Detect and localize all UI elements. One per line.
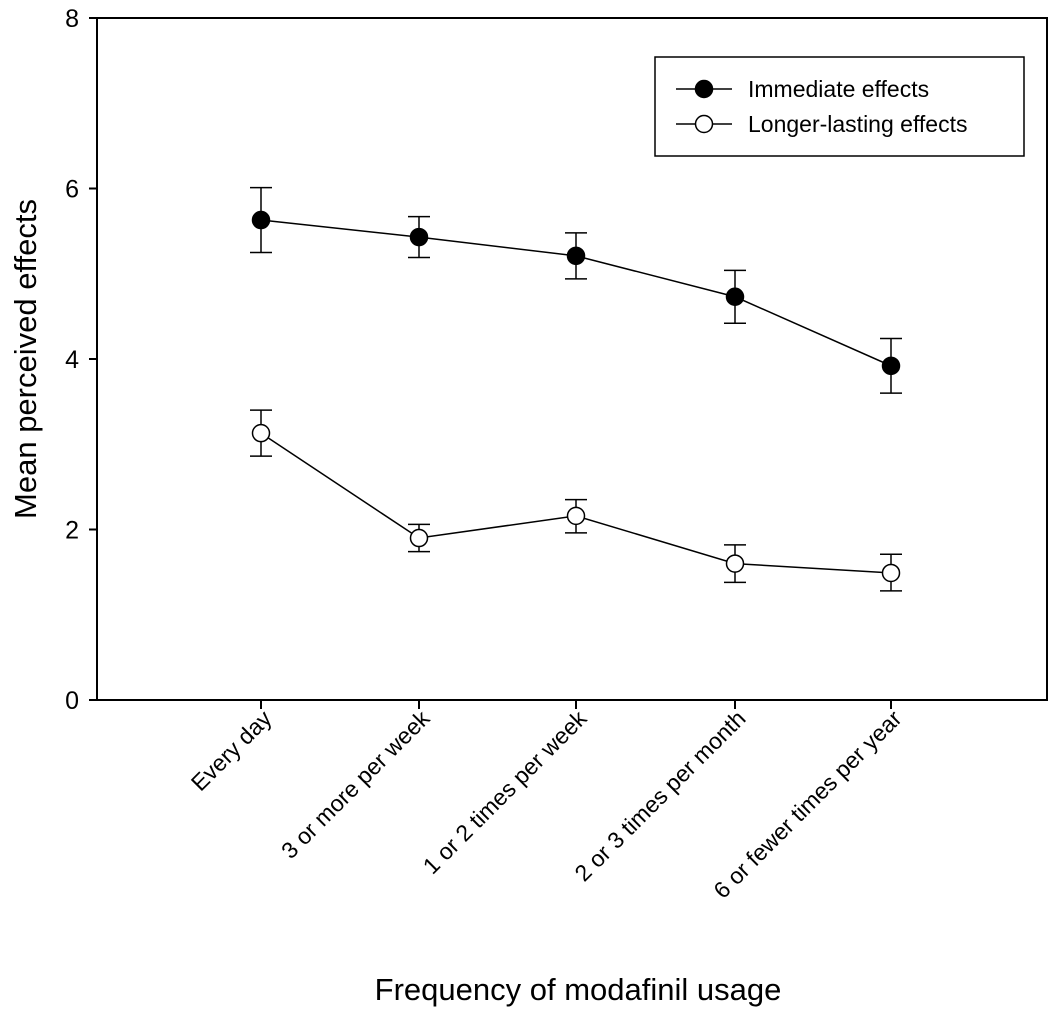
- y-tick-label: 4: [65, 346, 79, 374]
- y-axis-title: Mean perceived effects: [8, 199, 43, 519]
- legend: Immediate effects Longer-lasting effects: [654, 56, 1025, 157]
- data-point: [566, 246, 586, 266]
- x-axis-title: Frequency of modafinil usage: [375, 972, 782, 1007]
- data-point: [566, 506, 586, 526]
- data-point: [251, 423, 271, 443]
- data-point: [409, 227, 429, 247]
- data-point: [725, 287, 745, 307]
- y-tick-label: 6: [65, 176, 79, 204]
- legend-box: [654, 56, 1025, 157]
- legend-marker-longer: [694, 114, 714, 134]
- legend-label-longer: Longer-lasting effects: [748, 111, 968, 137]
- series-longer-lasting-effects: [250, 409, 902, 592]
- y-axis: 0 2 4 6 8: [65, 5, 97, 715]
- data-point: [881, 563, 901, 583]
- y-tick-label: 8: [65, 5, 79, 33]
- y-tick-label: 2: [65, 517, 79, 545]
- y-tick-label: 0: [65, 687, 79, 715]
- data-point: [251, 210, 271, 230]
- x-tick-label: 2 or 3 times per month: [569, 705, 750, 886]
- data-point: [725, 554, 745, 573]
- legend-marker-immediate: [694, 79, 714, 99]
- data-point: [881, 356, 901, 376]
- data-point: [409, 528, 429, 548]
- legend-label-immediate: Immediate effects: [748, 76, 929, 102]
- x-tick-label: Every day: [186, 705, 277, 796]
- series-layer: [250, 186, 902, 592]
- x-tick-label: 3 or more per week: [276, 705, 435, 864]
- x-tick-label: 1 or 2 times per week: [418, 705, 592, 879]
- series-immediate-effects: [250, 186, 902, 394]
